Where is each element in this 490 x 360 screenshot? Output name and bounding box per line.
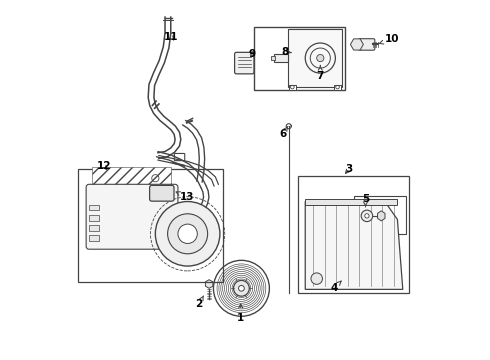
Bar [89, 215, 99, 221]
Circle shape [317, 54, 324, 62]
Bar [89, 235, 99, 241]
FancyBboxPatch shape [149, 185, 174, 201]
Bar [89, 225, 99, 231]
Polygon shape [288, 30, 342, 87]
Text: 12: 12 [97, 161, 112, 171]
Bar [92, 167, 172, 211]
Bar [305, 199, 397, 205]
Circle shape [168, 214, 208, 254]
Circle shape [234, 280, 249, 296]
Bar [78, 169, 223, 282]
Polygon shape [378, 211, 385, 221]
Circle shape [239, 285, 245, 291]
Text: 2: 2 [196, 296, 203, 309]
Bar [289, 85, 296, 90]
Bar [274, 54, 288, 62]
FancyBboxPatch shape [174, 153, 185, 161]
Bar [298, 176, 409, 293]
Polygon shape [350, 39, 364, 50]
Text: 6: 6 [279, 126, 288, 139]
Circle shape [311, 273, 322, 284]
Text: 4: 4 [331, 281, 341, 293]
Circle shape [361, 210, 373, 222]
Text: 7: 7 [317, 66, 324, 81]
Bar [89, 205, 99, 211]
Text: 10: 10 [379, 35, 399, 44]
FancyBboxPatch shape [235, 52, 254, 74]
Bar [334, 85, 341, 90]
Text: 11: 11 [164, 32, 179, 42]
Circle shape [155, 202, 220, 266]
Text: 5: 5 [362, 194, 369, 207]
Text: 9: 9 [248, 49, 256, 59]
Polygon shape [205, 280, 213, 288]
Text: 13: 13 [176, 192, 194, 202]
Bar [354, 196, 406, 234]
Text: 3: 3 [345, 164, 353, 174]
Circle shape [365, 214, 369, 218]
Text: 8: 8 [282, 46, 292, 57]
Bar [254, 27, 344, 90]
FancyBboxPatch shape [86, 184, 178, 249]
Polygon shape [305, 202, 403, 289]
Circle shape [178, 224, 197, 243]
FancyBboxPatch shape [358, 39, 375, 50]
Bar [271, 56, 275, 60]
Text: 1: 1 [237, 304, 245, 323]
